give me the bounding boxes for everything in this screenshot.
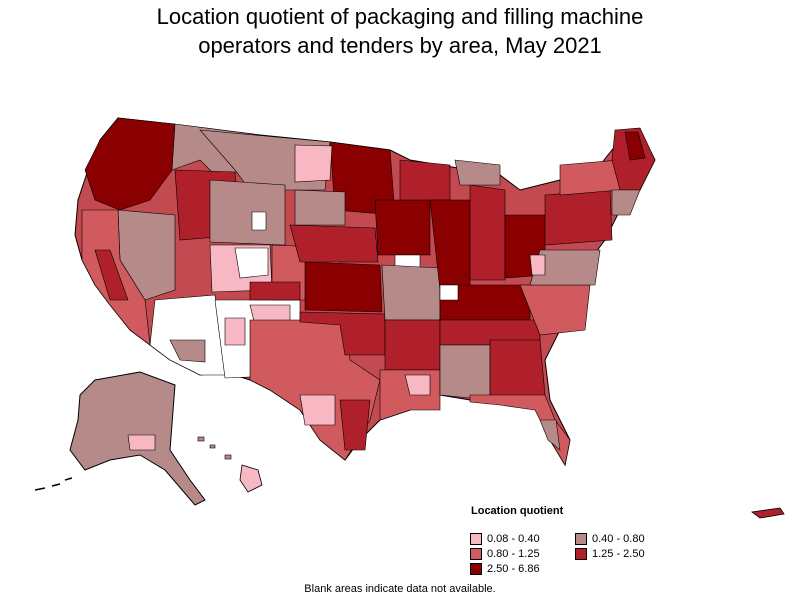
map-title-line-2: operators and tenders by area, May 2021 [198, 33, 602, 58]
legend-item-low: 0.40 - 0.80 [575, 532, 645, 546]
legend-swatch [575, 533, 587, 545]
puerto-rico-shape [750, 507, 785, 519]
legend-label: 0.80 - 1.25 [487, 548, 540, 560]
legend-label: 1.25 - 2.50 [592, 548, 645, 560]
legend-item-very-low: 0.08 - 0.40 [470, 532, 540, 546]
legend-swatch [470, 563, 482, 575]
legend-title: Location quotient [471, 505, 564, 517]
legend-swatch [470, 533, 482, 545]
footnote: Blank areas indicate data not available. [304, 583, 496, 595]
alaska-region-low [127, 434, 156, 451]
county-regions [81, 117, 656, 466]
alaska-aleutians [34, 477, 73, 491]
legend-item-high: 1.25 - 2.50 [575, 547, 645, 561]
legend-swatch [575, 548, 587, 560]
legend-label: 0.40 - 0.80 [592, 533, 645, 545]
legend-item-mid: 0.80 - 1.25 [470, 547, 540, 561]
map-title: Location quotient of packaging and filli… [0, 2, 800, 60]
hawaii-shape [197, 436, 263, 493]
legend-item-very-high: 2.50 - 6.86 [470, 562, 540, 576]
map-title-line-1: Location quotient of packaging and filli… [156, 4, 644, 29]
legend-label: 0.08 - 0.40 [487, 533, 540, 545]
legend-swatch [470, 548, 482, 560]
map-legend: Location quotient 0.08 - 0.40 0.40 - 0.8… [470, 505, 700, 577]
legend-label: 2.50 - 6.86 [487, 563, 540, 575]
